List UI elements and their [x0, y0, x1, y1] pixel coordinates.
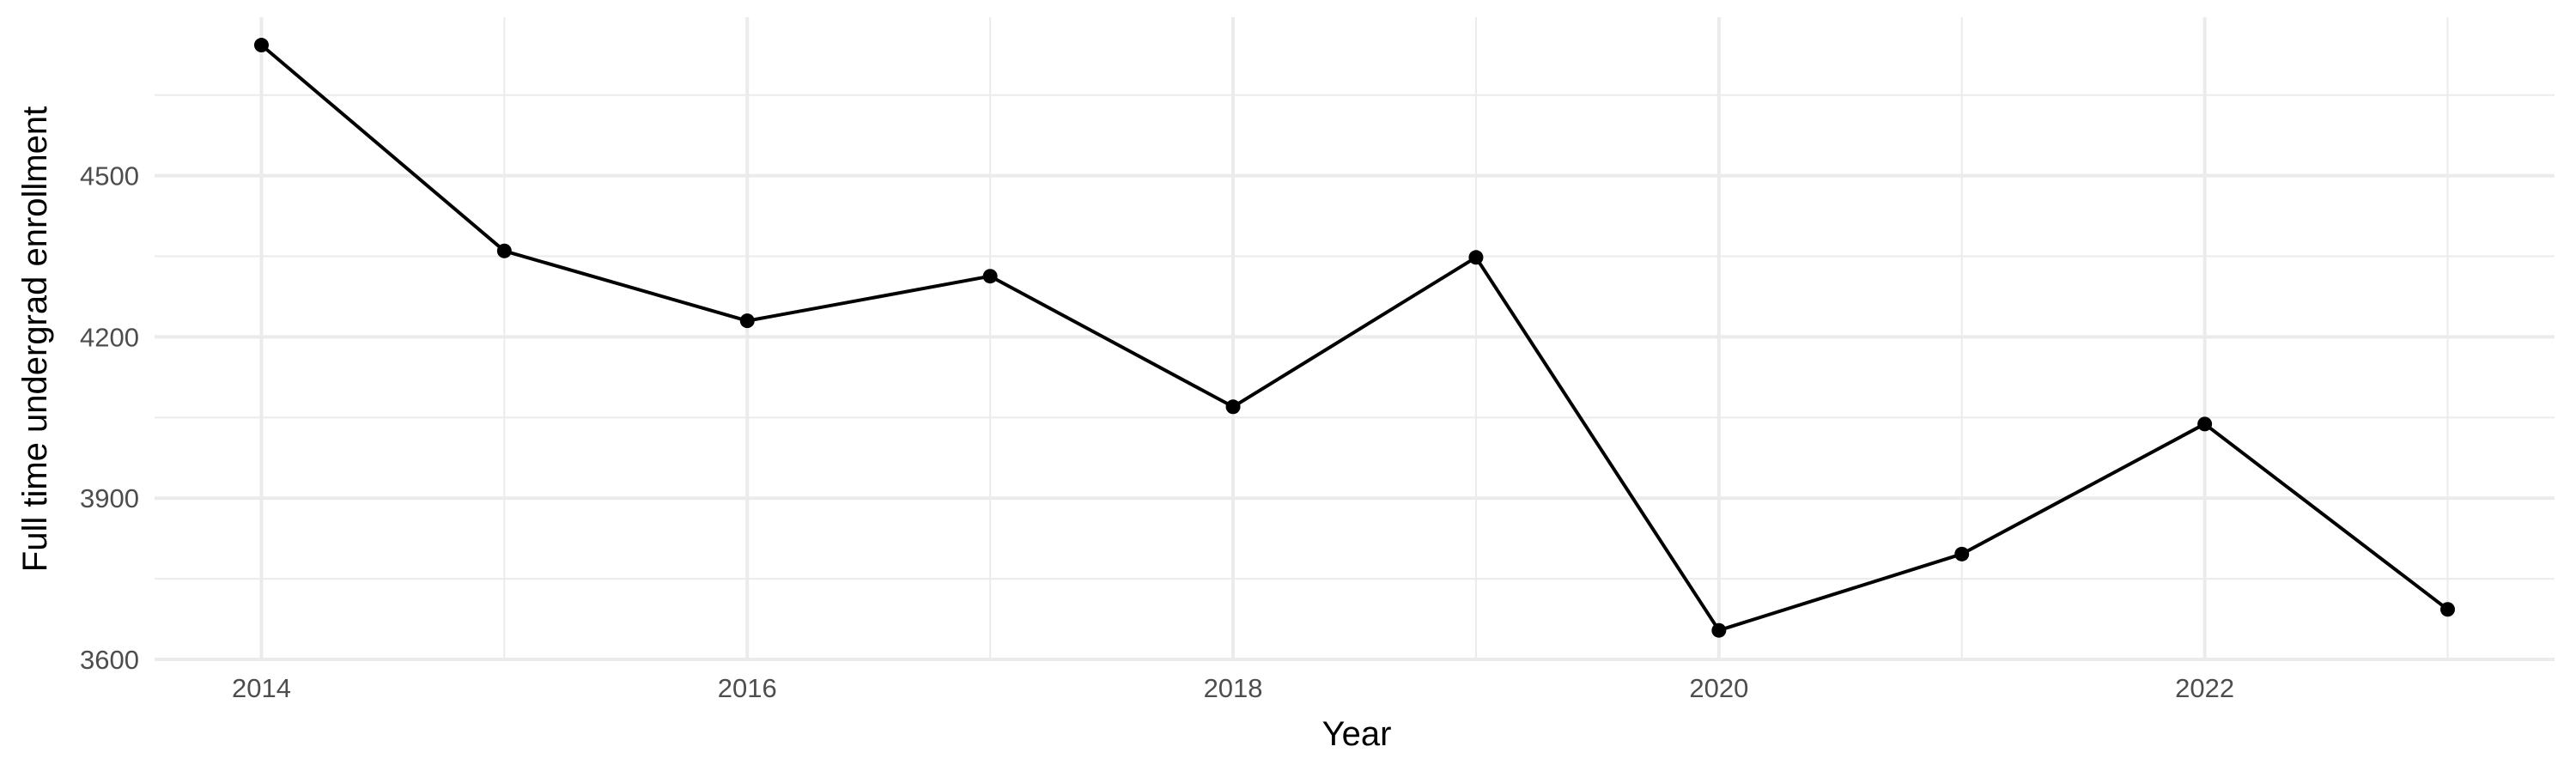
x-tick-label: 2018: [1204, 673, 1263, 703]
data-point: [2197, 416, 2213, 432]
tick-labels: 2014 2016 2018 2020 2022 3600 3900 4200 4500: [80, 161, 2234, 703]
x-tick-label: 2020: [1689, 673, 1748, 703]
data-point: [1711, 622, 1727, 638]
y-tick-label: 4500: [80, 161, 139, 191]
x-axis-title: Year: [1322, 715, 1392, 753]
data-point: [2440, 602, 2456, 617]
data-point: [739, 313, 755, 329]
y-tick-label: 3900: [80, 483, 139, 513]
series-layer: [253, 38, 2456, 638]
data-point: [1954, 546, 1970, 562]
x-tick-label: 2022: [2175, 673, 2234, 703]
x-tick-label: 2016: [718, 673, 777, 703]
data-point: [253, 38, 269, 53]
data-point: [982, 269, 998, 284]
data-point: [1225, 399, 1241, 415]
y-axis-title: Full time undergrad enrollment: [16, 106, 54, 572]
major-gridlines: [155, 17, 2555, 661]
y-tick-label: 3600: [80, 645, 139, 675]
data-point: [496, 243, 512, 258]
data-point: [1468, 250, 1484, 265]
series-line: [260, 43, 2449, 633]
y-tick-label: 4200: [80, 322, 139, 352]
x-tick-label: 2014: [232, 673, 291, 703]
